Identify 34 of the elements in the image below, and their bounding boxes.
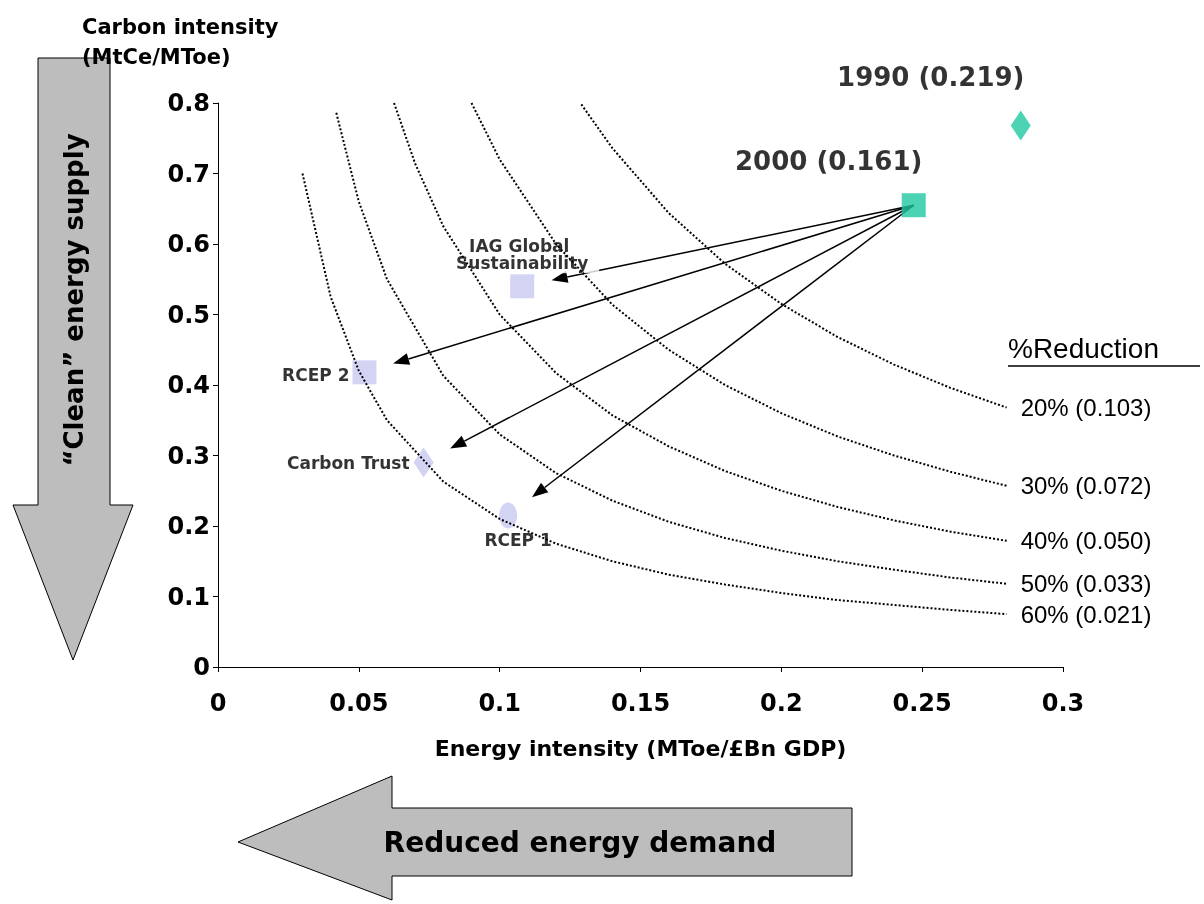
series-label: RCEP 2 bbox=[282, 365, 350, 386]
y-tick-label: 0.8 bbox=[167, 89, 210, 117]
point bbox=[352, 360, 377, 385]
y-tick-label: 0.1 bbox=[167, 582, 210, 611]
y-tick-label: 0 bbox=[193, 653, 210, 681]
x-tick-label: 0.2 bbox=[760, 689, 803, 717]
y-tick-label: 0.6 bbox=[167, 230, 210, 258]
series-label: 50% (0.033) bbox=[1020, 570, 1152, 598]
series-label: 2000 (0.161) bbox=[735, 146, 923, 177]
series-label: 30% (0.072) bbox=[1020, 472, 1152, 500]
x-tick-label: 0 bbox=[209, 689, 227, 717]
series-label: 60% (0.021) bbox=[1020, 600, 1152, 628]
point bbox=[510, 274, 535, 299]
text: Reduced energy demand bbox=[383, 825, 777, 859]
point bbox=[901, 193, 926, 218]
y-axis-title: Carbon intensity (MtCe/MToe) bbox=[82, 15, 279, 69]
series-label: Carbon Trust bbox=[286, 452, 410, 473]
x-tick-label: 0.1 bbox=[478, 689, 521, 717]
series-label: 40% (0.050) bbox=[1020, 527, 1152, 555]
x-axis-title: Energy intensity (MToe/£Bn GDP) bbox=[434, 735, 847, 761]
x-tick-label: 0.25 bbox=[892, 689, 952, 717]
y-tick-label: 0.2 bbox=[167, 512, 210, 540]
annotation: %Reduction bbox=[1008, 332, 1159, 364]
point bbox=[499, 502, 518, 529]
x-tick-label: 0.05 bbox=[329, 689, 389, 717]
x-tick-label: 0.3 bbox=[1041, 689, 1085, 717]
y-tick-label: 0.7 bbox=[167, 159, 210, 188]
series-label: 1990 (0.219) bbox=[837, 61, 1025, 92]
y-tick-label: 0.5 bbox=[167, 300, 210, 329]
y-tick-label: 0.3 bbox=[167, 441, 210, 470]
text: “Clean” energy supply bbox=[59, 133, 89, 467]
series-label: 20% (0.103) bbox=[1020, 394, 1152, 422]
x-tick-label: 0.15 bbox=[610, 689, 671, 717]
y-tick-label: 0.4 bbox=[167, 371, 210, 399]
